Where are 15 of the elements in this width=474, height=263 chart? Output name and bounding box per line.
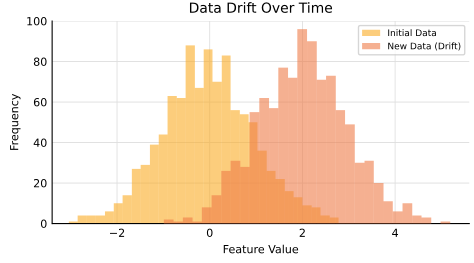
x-tick-label: 2 <box>300 228 305 237</box>
y-tick-label: 0 <box>40 220 47 228</box>
legend-label: New Data (Drift) <box>388 42 460 50</box>
x-tick-label: 0 <box>206 228 213 238</box>
x-tick-label: −2 <box>110 228 124 237</box>
y-tick-label: 20 <box>34 179 47 188</box>
x-tick-label: 4 <box>392 228 398 237</box>
y-tick-label: 60 <box>34 98 47 106</box>
chart-title: Data Drift Over Time <box>190 2 332 13</box>
y-axis-title: Frequency <box>10 94 21 150</box>
y-tick-label: 100 <box>27 17 47 26</box>
legend-label: Initial Data <box>388 29 436 36</box>
y-tick-label: 80 <box>34 58 47 66</box>
y-tick-label: 40 <box>34 138 47 147</box>
x-axis-title: Feature Value <box>224 244 298 254</box>
